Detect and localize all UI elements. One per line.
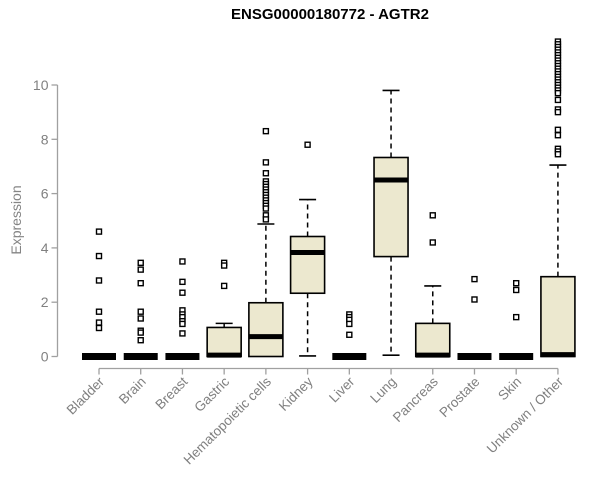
boxplot-lung bbox=[373, 89, 409, 356]
outlier-point bbox=[554, 151, 562, 158]
boxplot-breast bbox=[165, 258, 200, 360]
x-tick-label: Skin bbox=[495, 374, 524, 403]
outlier-point bbox=[137, 337, 144, 344]
outlier-point bbox=[554, 108, 562, 116]
box bbox=[248, 301, 284, 358]
outlier-point bbox=[513, 279, 520, 287]
boxplot-gastric bbox=[206, 259, 242, 358]
boxplot-liver bbox=[332, 311, 367, 360]
collapsed-box bbox=[165, 353, 200, 360]
outlier-point bbox=[554, 96, 562, 104]
boxplot-bladder bbox=[82, 228, 116, 360]
outlier-point bbox=[179, 278, 186, 286]
outlier-point bbox=[137, 315, 144, 322]
collapsed-box bbox=[457, 353, 492, 360]
y-tick-label: 8 bbox=[41, 131, 49, 147]
box bbox=[540, 275, 576, 358]
x-tick-label: Kidney bbox=[276, 374, 316, 414]
collapsed-box bbox=[82, 353, 116, 360]
y-tick-label: 0 bbox=[41, 349, 49, 365]
outlier-point bbox=[304, 141, 311, 148]
x-tick-label: Bladder bbox=[64, 374, 108, 418]
outlier-point bbox=[262, 170, 270, 177]
outlier-point bbox=[220, 262, 228, 269]
x-tick-label: Unknown / Other bbox=[484, 374, 567, 457]
box bbox=[414, 322, 451, 358]
x-tick-label: Lung bbox=[367, 374, 399, 406]
outlier-point bbox=[346, 331, 353, 338]
y-tick-label: 6 bbox=[41, 186, 49, 202]
boxplot-kidney bbox=[289, 141, 326, 357]
outlier-point bbox=[95, 228, 103, 235]
x-tick-label: Liver bbox=[326, 374, 358, 406]
box bbox=[289, 235, 326, 295]
x-tick-label: Gastric bbox=[191, 374, 232, 415]
boxplot-pancreas bbox=[414, 212, 451, 358]
boxplot-prostate bbox=[457, 275, 492, 360]
outlier-point bbox=[262, 205, 270, 212]
outlier-point bbox=[262, 127, 270, 135]
box bbox=[206, 326, 242, 358]
outlier-point bbox=[346, 320, 353, 328]
outlier-point bbox=[95, 308, 103, 315]
outlier-point bbox=[471, 275, 478, 283]
y-tick-label: 2 bbox=[41, 294, 49, 310]
outlier-point bbox=[513, 286, 520, 294]
boxplot-skin bbox=[499, 279, 534, 360]
outlier-point bbox=[95, 324, 103, 332]
outlier-point bbox=[554, 132, 562, 139]
boxplot-hematopoietic-cells bbox=[248, 127, 284, 358]
outlier-point bbox=[471, 296, 478, 303]
outlier-point bbox=[95, 277, 103, 284]
box bbox=[373, 156, 409, 258]
y-tick-label: 4 bbox=[41, 240, 49, 256]
chart-title: ENSG00000180772 - AGTR2 bbox=[231, 6, 429, 23]
outlier-point bbox=[429, 239, 436, 246]
outlier-point bbox=[137, 308, 144, 315]
outlier-point bbox=[179, 330, 186, 337]
outlier-point bbox=[262, 216, 270, 223]
outlier-point bbox=[137, 329, 144, 336]
outlier-point bbox=[429, 212, 436, 219]
boxplot-unknown-other bbox=[540, 38, 576, 358]
outlier-point bbox=[95, 252, 103, 260]
outlier-point bbox=[262, 159, 270, 166]
outlier-point bbox=[179, 258, 186, 265]
outlier-point bbox=[137, 259, 144, 267]
outlier-point bbox=[513, 313, 520, 321]
outlier-point bbox=[179, 289, 186, 296]
collapsed-box bbox=[332, 353, 367, 360]
x-tick-label: Brain bbox=[116, 374, 149, 407]
outlier-point bbox=[554, 89, 562, 97]
y-tick-label: 10 bbox=[33, 77, 49, 93]
outlier-point bbox=[554, 126, 562, 133]
outlier-point bbox=[137, 266, 144, 273]
outlier-point bbox=[137, 279, 144, 287]
x-tick-label: Pancreas bbox=[390, 374, 441, 425]
collapsed-box bbox=[499, 353, 534, 360]
outlier-point bbox=[95, 319, 103, 326]
outlier-point bbox=[220, 282, 228, 290]
boxplot-brain bbox=[123, 259, 158, 360]
x-tick-label: Prostate bbox=[436, 374, 482, 420]
x-tick-label: Breast bbox=[152, 374, 190, 412]
outlier-point bbox=[179, 320, 186, 328]
collapsed-box bbox=[123, 353, 158, 360]
